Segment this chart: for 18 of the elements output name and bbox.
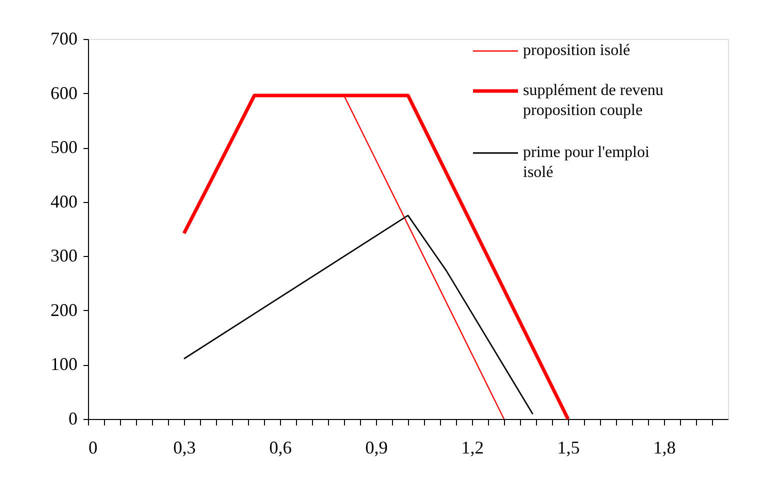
y-tick-label: 500 [50, 137, 78, 158]
x-tick-label: 1,8 [653, 438, 676, 458]
y-tick-label: 100 [50, 354, 78, 374]
x-tick-label: 0 [88, 438, 98, 458]
x-tick-label: 0,9 [365, 438, 388, 458]
legend-label: supplément de revenu proposition couple [523, 82, 664, 119]
y-tick-label: 200 [50, 300, 78, 320]
x-tick-label: 0,3 [173, 438, 196, 458]
y-tick-label: 0 [68, 408, 78, 428]
legend-label: prime pour l'emploi isolé [523, 144, 650, 181]
y-tick-label: 700 [50, 28, 78, 48]
x-tick-label: 1,2 [461, 438, 484, 458]
legend-label: proposition isolé [523, 42, 630, 59]
y-tick-label: 300 [50, 246, 78, 266]
x-tick-label: 0,6 [269, 438, 292, 458]
y-tick-label: 400 [50, 191, 78, 212]
y-tick-label: 600 [50, 82, 78, 103]
x-tick-label: 1,5 [557, 438, 580, 458]
